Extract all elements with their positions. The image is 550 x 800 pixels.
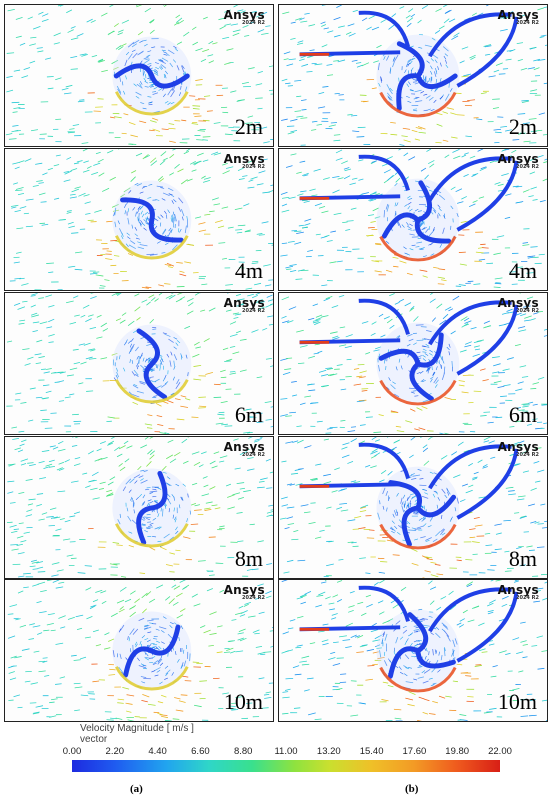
- vector-field-b-6m: [280, 293, 547, 434]
- colorbar-tick: 6.60: [191, 746, 210, 757]
- ansys-logo: Ansys 2024 R2: [223, 152, 265, 170]
- figure-grid: Ansys 2024 R2 2m Ansys 2024 R2 4m Ansys 202…: [4, 4, 548, 722]
- panel-b-10m: Ansys 2024 R2 10m: [278, 579, 548, 722]
- legend-subtitle: vector: [80, 734, 108, 745]
- colorbar-tick: 11.00: [274, 746, 298, 757]
- legend-title: Velocity Magnitude [ m/s ] vector: [80, 723, 194, 745]
- colorbar-tick: 15.40: [359, 746, 384, 757]
- vector-field-a-10m: [7, 580, 273, 721]
- panel-b-2m: Ansys 2024 R2 2m: [278, 4, 548, 147]
- panel-a-10m: Ansys 2024 R2 10m: [4, 579, 274, 722]
- colorbar-ticks: 0.00 2.20 4.40 6.60 8.80 11.00 13.20 15.…: [62, 746, 512, 758]
- vector-field-b-8m: [279, 437, 547, 578]
- colorbar-tick: 19.80: [445, 746, 470, 757]
- ansys-logo: Ansys 2024 R2: [223, 8, 265, 26]
- ansys-logo: Ansys 2024 R2: [497, 152, 539, 170]
- distance-label: 6m: [508, 402, 537, 427]
- ansys-logo: Ansys 2024 R2: [497, 440, 539, 458]
- ansys-logo: Ansys 2024 R2: [223, 583, 265, 601]
- vector-field-b-4m: [280, 149, 547, 290]
- distance-label: 4m: [508, 258, 537, 283]
- legend-title-text: Velocity Magnitude [ m/s ]: [80, 723, 194, 734]
- ansys-logo: Ansys 2024 R2: [223, 296, 265, 314]
- panel-a-4m: Ansys 2024 R2 4m: [4, 148, 274, 291]
- distance-label: 8m: [234, 546, 263, 571]
- caption-b: (b): [405, 783, 419, 795]
- vector-field-b-10m: [281, 580, 547, 721]
- ansys-logo: Ansys 2024 R2: [223, 440, 265, 458]
- panel-b-4m: Ansys 2024 R2 4m: [278, 148, 548, 291]
- ansys-logo: Ansys 2024 R2: [497, 296, 539, 314]
- caption-a: (a): [130, 783, 143, 795]
- vector-field-a-2m: [5, 5, 273, 146]
- distance-label: 10m: [497, 689, 537, 714]
- panel-a-2m: Ansys 2024 R2 2m: [4, 4, 274, 147]
- ansys-logo: Ansys 2024 R2: [497, 8, 539, 26]
- colorbar-tick: 0.00: [62, 746, 82, 757]
- distance-label: 4m: [234, 258, 263, 283]
- vector-field-b-2m: [281, 5, 547, 146]
- panel-a-8m: Ansys 2024 R2 8m: [4, 436, 274, 579]
- colorbar-tick: 8.80: [233, 746, 253, 757]
- ansys-logo: Ansys 2024 R2: [497, 583, 539, 601]
- distance-label: 2m: [508, 114, 537, 139]
- colorbar-tick: 2.20: [105, 746, 125, 757]
- distance-label: 2m: [234, 114, 263, 139]
- panel-b-8m: Ansys 2024 R2 8m: [278, 436, 548, 579]
- vector-field-a-4m: [9, 149, 273, 290]
- panel-b-6m: Ansys 2024 R2 6m: [278, 292, 548, 435]
- colorbar-tick: 13.20: [316, 746, 341, 757]
- distance-label: 6m: [234, 402, 263, 427]
- vector-field-a-8m: [6, 437, 273, 578]
- panel-a-6m: Ansys 2024 R2 6m: [4, 292, 274, 435]
- velocity-colorbar: [72, 760, 500, 772]
- colorbar-tick: 4.40: [148, 746, 167, 757]
- colorbar-tick: 22.00: [488, 746, 512, 757]
- distance-label: 8m: [508, 546, 537, 571]
- vector-field-a-6m: [6, 293, 273, 434]
- distance-label: 10m: [223, 689, 263, 714]
- colorbar-tick: 17.60: [402, 746, 427, 757]
